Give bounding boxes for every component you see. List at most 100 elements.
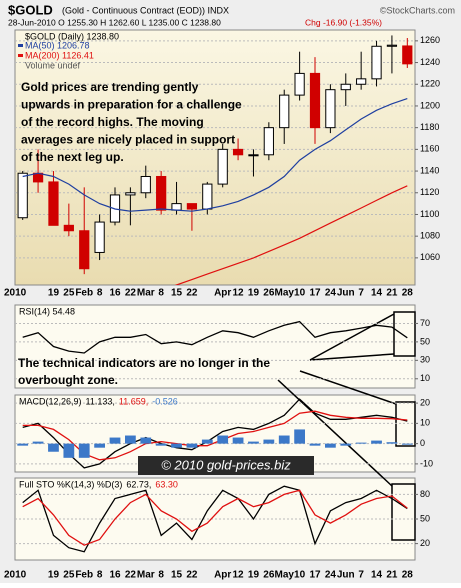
chart-subtitle: (Gold - Continuous Contract (EOD)) INDX: [62, 5, 229, 15]
candle-body: [125, 192, 136, 196]
quote: 28-Jun-2010 O 1255.30 H 1262.60 L 1235.0…: [8, 17, 221, 27]
line: [22, 98, 408, 212]
chart-title: $GOLD: [8, 2, 53, 17]
histogram-bar: [201, 439, 213, 444]
histogram-bar: [17, 443, 29, 446]
x-tick-label: 15: [171, 288, 183, 299]
y-tick-label: 1060: [420, 252, 440, 262]
source: ©StockCharts.com: [380, 5, 455, 15]
y-tick-label: 1100: [420, 209, 439, 219]
legend-entry: $GOLD (Daily) 1238.80: [25, 31, 119, 41]
annotation: overbought zone.: [18, 373, 118, 387]
y-tick-label: 1080: [420, 231, 440, 241]
line: [22, 398, 408, 469]
histogram-bar: [371, 440, 382, 444]
histogram-bar: [232, 437, 244, 444]
histogram-bar: [386, 442, 398, 444]
x-tick-label: 22: [125, 288, 137, 299]
y-tick-label: 1260: [420, 35, 440, 45]
x-tick-label: 16: [109, 288, 121, 299]
histogram-bar: [217, 435, 229, 444]
x-tick-label: 22: [186, 570, 198, 581]
candle-body: [356, 78, 367, 85]
legend-entry: Volume undef: [25, 60, 81, 70]
histogram-bar: [263, 439, 275, 444]
line: [174, 185, 408, 285]
x-tick-label: 17: [309, 288, 321, 299]
x-tick-label: 7: [358, 288, 364, 299]
x-tick-label: 2010: [4, 288, 27, 299]
histogram-bar: [78, 443, 90, 458]
rsi-panel: [14, 304, 416, 389]
x-tick-label: 7: [358, 570, 364, 581]
candle-body: [248, 154, 259, 157]
x-tick-label: 22: [125, 570, 137, 581]
annotation: averages are nicely placed in support: [21, 133, 235, 147]
candle-body: [386, 44, 398, 47]
y-tick-label: 1180: [420, 122, 439, 132]
y-tick-label: 70: [420, 318, 430, 328]
x-tick-label: 8: [97, 288, 103, 299]
y-tick-label: 1160: [420, 144, 439, 154]
y-tick-label: 50: [420, 336, 430, 346]
plot-area: [22, 485, 408, 553]
x-tick-label: 2010: [4, 570, 27, 581]
x-tick-label: 8: [158, 288, 164, 299]
annotation: The technical indicators are no longer i…: [18, 356, 270, 370]
legend-entry: 62.73,: [126, 479, 151, 489]
x-tick-label: 28: [402, 570, 414, 581]
histogram-bar: [186, 443, 198, 448]
panel-title: MACD(12,26,9): [19, 396, 82, 406]
x-tick-label: 17: [309, 570, 321, 581]
legend-entry: -0.526: [152, 396, 178, 406]
x-tick-label: Mar: [137, 288, 155, 299]
y-tick-label: 20: [420, 397, 430, 407]
candle-body: [279, 94, 290, 129]
histogram-bar: [294, 429, 305, 444]
histogram-bar: [248, 441, 259, 444]
candle-body: [232, 148, 244, 156]
x-tick-label: Apr: [214, 570, 231, 581]
x-tick-label: 21: [386, 288, 398, 299]
watermark: © 2010 gold-prices.biz: [161, 457, 291, 472]
histogram-bar: [48, 443, 59, 452]
y-tick-label: 1120: [420, 187, 439, 197]
y-tick-label: 0: [420, 438, 425, 448]
histogram-bar: [32, 441, 44, 444]
y-tick-label: 50: [420, 513, 430, 523]
y-tick-label: 30: [420, 355, 430, 365]
histogram-bar: [309, 443, 321, 446]
histogram-bar: [278, 435, 290, 444]
histogram-bar: [325, 443, 336, 448]
y-tick-label: 1200: [420, 100, 440, 110]
x-tick-label: May: [275, 288, 295, 299]
candle-body: [371, 45, 382, 80]
plot-area: [17, 398, 413, 469]
legend-entry: 11.133,: [86, 396, 115, 406]
candle-body: [325, 89, 336, 129]
x-tick-label: 25: [63, 570, 75, 581]
x-tick-label: 28: [402, 288, 414, 299]
annotation: of the record highs. The moving: [21, 115, 204, 129]
x-tick-label: 26: [263, 288, 275, 299]
change: Chg -16.90 (-1.35%): [305, 17, 382, 27]
plot-area: [17, 35, 413, 285]
candle-body: [48, 181, 59, 226]
y-tick-label: 1220: [420, 79, 440, 89]
histogram-bar: [109, 437, 121, 444]
candle-body: [79, 230, 90, 270]
panel-title: RSI(14) 54.48: [19, 306, 75, 316]
x-tick-label: 14: [371, 288, 383, 299]
candle-body: [94, 221, 105, 253]
y-tick-label: 10: [420, 373, 430, 383]
x-tick-label: 19: [248, 288, 260, 299]
x-tick-label: 14: [371, 570, 383, 581]
x-tick-label: 25: [63, 288, 75, 299]
histogram-bar: [355, 442, 367, 444]
candle-body: [294, 72, 305, 96]
legend-entry: MA(50) 1206.78: [25, 40, 90, 50]
candle-body: [17, 172, 28, 219]
watermark-box: [138, 456, 314, 475]
histogram-bar: [340, 443, 352, 446]
